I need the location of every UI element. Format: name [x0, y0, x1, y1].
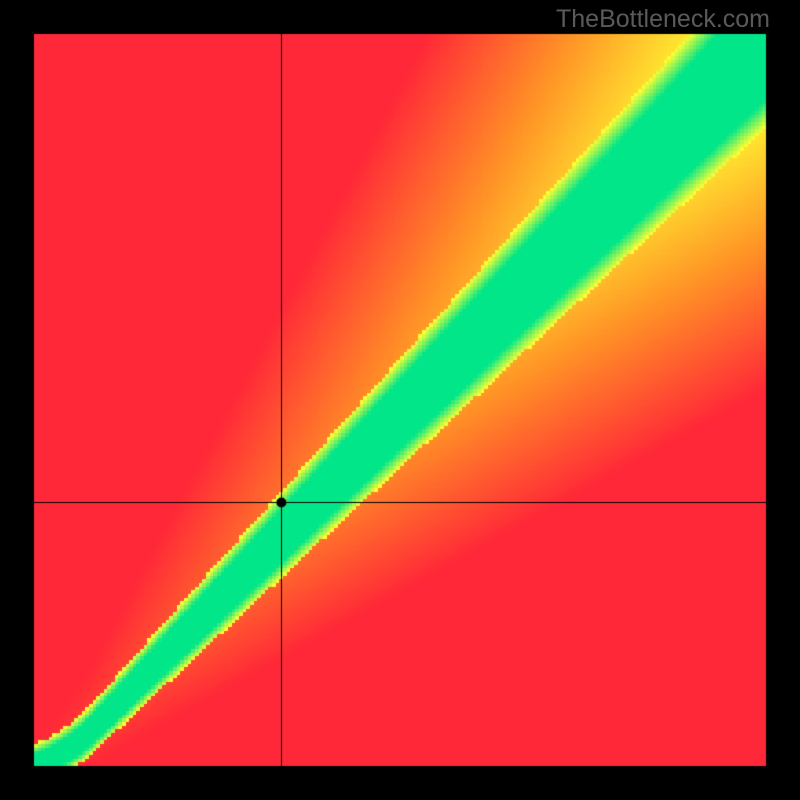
chart-container: TheBottleneck.com — [0, 0, 800, 800]
watermark-text: TheBottleneck.com — [556, 5, 770, 34]
bottleneck-heatmap-canvas — [0, 0, 800, 800]
